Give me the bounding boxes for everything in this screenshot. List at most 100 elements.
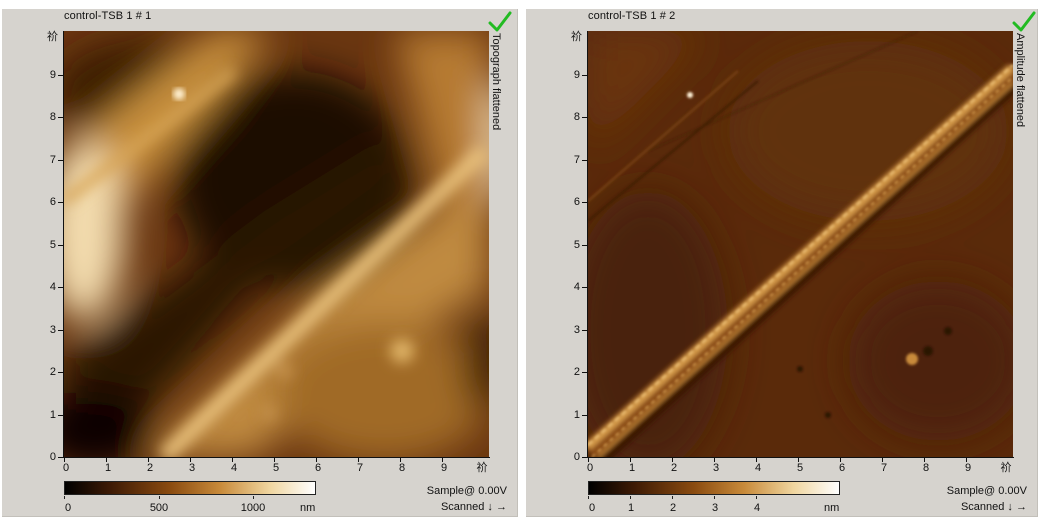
y-tick xyxy=(58,372,63,373)
x-tick-label: 0 xyxy=(62,462,70,474)
y-tick xyxy=(582,287,587,288)
y-tick-label: 3 xyxy=(573,324,580,336)
x-tick xyxy=(148,458,149,462)
scan-direction-info: Scanned ↓ → xyxy=(440,501,507,513)
x-tick-label: 0 xyxy=(586,462,594,474)
y-tick-label: 2 xyxy=(49,366,56,378)
x-tick xyxy=(358,458,359,462)
y-tick-label: 5 xyxy=(573,239,580,251)
y-tick xyxy=(582,415,587,416)
colorbar-tick xyxy=(756,496,757,499)
y-tick-label: 3 xyxy=(49,324,56,336)
y-tick-label: 1 xyxy=(49,409,56,421)
colorbar xyxy=(588,481,840,495)
y-tick xyxy=(58,330,63,331)
y-tick-label: 1 xyxy=(573,409,580,421)
colorbar-tick xyxy=(714,496,715,499)
image-panel-amplitude: control-TSB 1 # 2 xyxy=(526,9,1038,517)
y-tick xyxy=(58,202,63,203)
x-unit-glyph: 祄 xyxy=(1000,462,1012,474)
x-tick-label: 4 xyxy=(230,462,238,474)
sample-bias-info: Sample@ 0.00V xyxy=(946,485,1027,497)
y-tick xyxy=(58,287,63,288)
y-tick xyxy=(58,245,63,246)
y-tick-label: 5 xyxy=(49,239,56,251)
y-axis xyxy=(587,31,588,458)
colorbar-tick xyxy=(159,496,160,499)
colorbar-label: 4 xyxy=(753,502,761,514)
panel-title: control-TSB 1 # 1 xyxy=(64,10,152,22)
y-tick-label: 7 xyxy=(49,154,56,166)
x-tick xyxy=(714,458,715,462)
y-tick xyxy=(582,372,587,373)
checkmark-icon[interactable] xyxy=(1012,11,1036,33)
colorbar-label: 3 xyxy=(711,502,719,514)
y-tick-label: 8 xyxy=(573,111,580,123)
colorbar-tick xyxy=(630,496,631,499)
x-tick xyxy=(672,458,673,462)
sample-bias-info: Sample@ 0.00V xyxy=(426,485,507,497)
y-unit-glyph: 祄 xyxy=(47,31,58,43)
x-tick xyxy=(588,458,589,462)
y-tick-label: 9 xyxy=(49,69,56,81)
x-tick xyxy=(798,458,799,462)
x-tick-label: 7 xyxy=(356,462,364,474)
x-tick xyxy=(630,458,631,462)
afm-image-amplitude[interactable] xyxy=(588,31,1013,457)
x-tick-label: 4 xyxy=(754,462,762,474)
y-tick xyxy=(582,457,587,458)
colorbar xyxy=(64,481,316,495)
y-tick-label: 2 xyxy=(573,366,580,378)
colorbar-label: 500 xyxy=(149,502,169,514)
x-axis xyxy=(587,457,1014,458)
y-tick xyxy=(58,160,63,161)
x-tick xyxy=(64,458,65,462)
x-tick xyxy=(840,458,841,462)
y-tick-label: 9 xyxy=(573,69,580,81)
colorbar-label: 2 xyxy=(669,502,677,514)
colorbar-tick xyxy=(588,496,589,499)
x-tick xyxy=(106,458,107,462)
channel-label: Topograph flattened xyxy=(490,33,502,131)
x-tick xyxy=(882,458,883,462)
y-tick xyxy=(582,160,587,161)
x-tick xyxy=(232,458,233,462)
x-tick-label: 2 xyxy=(146,462,154,474)
y-tick-label: 6 xyxy=(573,196,580,208)
x-tick-label: 6 xyxy=(314,462,322,474)
x-tick-label: 3 xyxy=(188,462,196,474)
scan-direction-info: Scanned ↓ → xyxy=(960,501,1027,513)
colorbar-tick xyxy=(672,496,673,499)
y-tick-label: 0 xyxy=(49,451,56,463)
x-tick xyxy=(274,458,275,462)
colorbar-label: 1 xyxy=(627,502,635,514)
colorbar-unit: nm xyxy=(300,502,316,514)
x-tick xyxy=(756,458,757,462)
y-tick-label: 8 xyxy=(49,111,56,123)
colorbar-tick xyxy=(64,496,65,499)
colorbar-tick xyxy=(253,496,254,499)
y-tick-label: 6 xyxy=(49,196,56,208)
x-tick xyxy=(966,458,967,462)
afm-image-topograph[interactable] xyxy=(64,31,489,457)
colorbar-label: 0 xyxy=(64,502,72,514)
colorbar-unit: nm xyxy=(824,502,840,514)
y-tick xyxy=(58,117,63,118)
x-tick-label: 1 xyxy=(104,462,112,474)
checkmark-icon[interactable] xyxy=(488,11,512,33)
x-tick xyxy=(190,458,191,462)
x-tick-label: 8 xyxy=(398,462,406,474)
x-unit-glyph: 祄 xyxy=(476,462,488,474)
x-tick-label: 5 xyxy=(796,462,804,474)
x-tick-label: 9 xyxy=(440,462,448,474)
x-tick-label: 8 xyxy=(922,462,930,474)
colorbar-label: 1000 xyxy=(240,502,266,514)
x-tick-label: 1 xyxy=(628,462,636,474)
y-tick-label: 4 xyxy=(573,281,580,293)
x-tick-label: 9 xyxy=(964,462,972,474)
y-tick xyxy=(582,202,587,203)
y-tick-label: 0 xyxy=(573,451,580,463)
image-panel-topograph: control-TSB 1 # 1 xyxy=(2,9,518,517)
y-tick-label: 4 xyxy=(49,281,56,293)
panel-title: control-TSB 1 # 2 xyxy=(588,10,676,22)
